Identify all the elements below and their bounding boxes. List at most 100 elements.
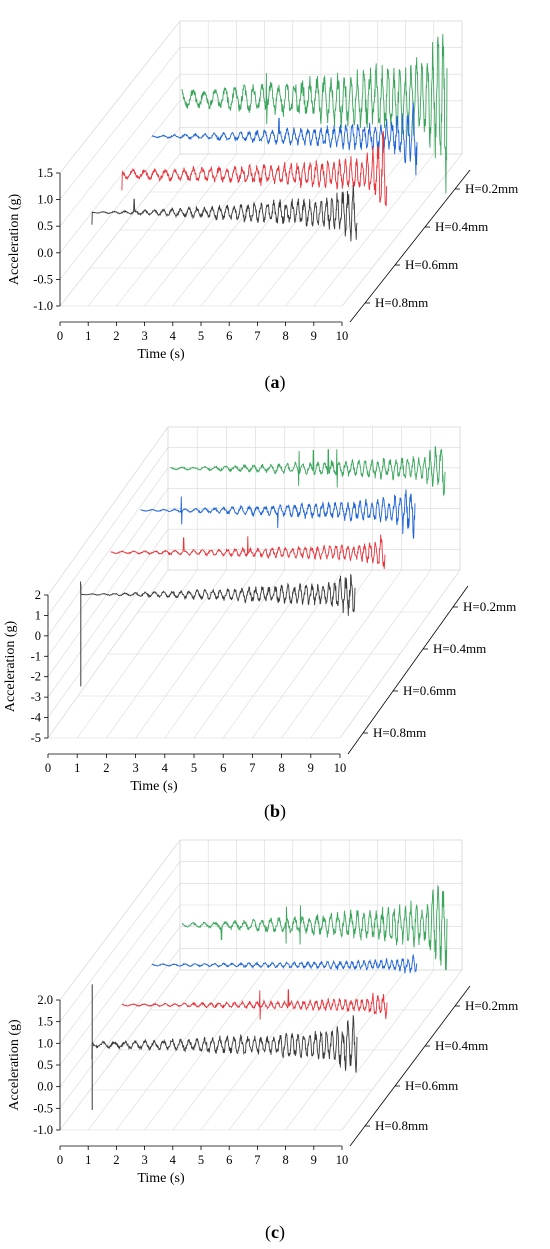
- y-tick-label: 1: [35, 608, 41, 622]
- x-tick-label: 1: [85, 329, 91, 343]
- x-tick-label: 3: [141, 329, 147, 343]
- depth-label: H=0.8mm: [373, 725, 426, 740]
- depth-label: H=0.6mm: [405, 1078, 458, 1093]
- x-tick-label: 5: [198, 1153, 204, 1167]
- x-tick-label: 0: [57, 1153, 63, 1167]
- axes-a: -1.0 -0.5 0.0 0.5 1.0 1.5 0 1 2 3 4 5 6 7 8 9 10 Time (s)…: [7, 166, 518, 362]
- y-axis-title: Acceleration (g): [7, 1019, 22, 1111]
- y-tick-label: 1.5: [37, 1015, 53, 1029]
- grid-a: [59, 20, 463, 307]
- series-line-c-0: [181, 884, 448, 971]
- y-tick-label: 2.0: [37, 993, 53, 1007]
- caption-b-letter: b: [269, 801, 280, 821]
- panel-a: -1.0 -0.5 0.0 0.5 1.0 1.5 0 1 2 3 4 5 6 7 8 9 10 Time (s)…: [0, 0, 550, 410]
- series-line-c-2: [121, 989, 388, 1020]
- series-line-a-0: [181, 34, 448, 194]
- y-tick-label: 0: [35, 629, 41, 643]
- series-b-1: [140, 489, 416, 539]
- y-tick-label: -0.5: [33, 1101, 53, 1115]
- y-axis-title: Acceleration (g): [7, 193, 22, 285]
- y-tick-label: -0.5: [33, 272, 53, 286]
- x-tick-label: 6: [226, 329, 232, 343]
- panel-c: -1.0 -0.5 0.0 0.5 1.0 1.5 2.0 0 1 2 3 4 5 6 7 8 9 10 Time …: [0, 830, 550, 1240]
- x-tick-label: 8: [282, 329, 288, 343]
- series-c-1: [151, 953, 418, 974]
- x-tick-label: 8: [278, 761, 284, 775]
- x-tick-label: 1: [74, 761, 80, 775]
- depth-label: H=0.6mm: [403, 683, 456, 698]
- chart-b: -5 -4 -3 -2 -1 0 1 2 0 1 2 3 4 5 6 7 8 9 10 Time (s) Acceler…: [3, 426, 516, 794]
- y-tick-label: -2: [31, 670, 41, 684]
- x-tick-label: 8: [282, 1153, 288, 1167]
- depth-label: H=0.8mm: [375, 1118, 428, 1133]
- series-b-2: [110, 534, 386, 570]
- y-tick-label: 0.5: [37, 219, 53, 233]
- series-c-3: [91, 984, 358, 1110]
- x-tick-label: 2: [113, 329, 119, 343]
- grid-c: [59, 839, 463, 1131]
- y-tick-label: 0.0: [37, 1080, 53, 1094]
- chart-c: -1.0 -0.5 0.0 0.5 1.0 1.5 2.0 0 1 2 3 4 5 6 7 8 9 10 Time …: [7, 839, 518, 1186]
- x-tick-label: 4: [170, 329, 177, 343]
- depth-label: H=0.4mm: [435, 219, 488, 234]
- y-tick-label: 0.5: [37, 1058, 53, 1072]
- caption-a: (a): [264, 372, 286, 392]
- x-tick-label: 6: [226, 1153, 232, 1167]
- x-tick-label: 1: [85, 1153, 91, 1167]
- x-tick-label: 2: [103, 761, 109, 775]
- depth-label: H=0.6mm: [405, 257, 458, 272]
- series-b-3: [80, 573, 356, 687]
- y-tick-label: -1.0: [33, 299, 53, 313]
- caption-a-letter: a: [270, 372, 280, 392]
- y-tick-label: 1.5: [37, 166, 53, 180]
- grid-b: [47, 426, 461, 739]
- series-line-a-2: [121, 130, 388, 207]
- series-a-3: [91, 185, 358, 242]
- x-tick-label: 4: [170, 1153, 177, 1167]
- x-tick-label: 4: [162, 761, 169, 775]
- x-tick-label: 0: [57, 329, 63, 343]
- depth-label: H=0.2mm: [465, 998, 518, 1013]
- x-tick-label: 7: [254, 1153, 260, 1167]
- x-tick-label: 0: [45, 761, 51, 775]
- series-c-2: [121, 989, 388, 1020]
- series-line-b-2: [110, 534, 386, 570]
- x-axis-title: Time (s): [137, 347, 185, 362]
- caption-c-letter: c: [271, 1222, 279, 1242]
- x-tick-label: 6: [220, 761, 226, 775]
- x-tick-label: 9: [308, 761, 314, 775]
- x-tick-label: 3: [132, 761, 138, 775]
- x-tick-label: 10: [334, 761, 347, 775]
- axes-c: -1.0 -0.5 0.0 0.5 1.0 1.5 2.0 0 1 2 3 4 5 6 7 8 9 10 Time …: [7, 985, 518, 1186]
- x-tick-label: 9: [311, 329, 317, 343]
- y-tick-label: -1: [31, 649, 41, 663]
- x-tick-label: 2: [113, 1153, 119, 1167]
- axes-b: -5 -4 -3 -2 -1 0 1 2 0 1 2 3 4 5 6 7 8 9 10 Time (s) Acceler…: [3, 585, 516, 794]
- caption-b: (b): [263, 801, 286, 821]
- depth-label: H=0.2mm: [465, 181, 518, 196]
- x-tick-label: 10: [336, 329, 349, 343]
- depth-label: H=0.4mm: [435, 1038, 488, 1053]
- series-a-0: [181, 34, 448, 194]
- y-tick-label: -1.0: [33, 1123, 53, 1137]
- y-tick-label: 1.0: [37, 193, 53, 207]
- x-axis-title: Time (s): [130, 779, 178, 794]
- panel-b: -5 -4 -3 -2 -1 0 1 2 0 1 2 3 4 5 6 7 8 9 10 Time (s) Acceler…: [0, 420, 550, 830]
- series-line-c-1: [151, 953, 418, 974]
- y-axis-title: Acceleration (g): [3, 620, 18, 712]
- series-line-a-3: [91, 185, 358, 242]
- y-tick-label: 0.0: [37, 246, 53, 260]
- x-tick-label: 7: [254, 329, 260, 343]
- chart-a: -1.0 -0.5 0.0 0.5 1.0 1.5 0 1 2 3 4 5 6 7 8 9 10 Time (s)…: [7, 20, 518, 362]
- series-line-b-0: [170, 445, 446, 497]
- x-axis-title: Time (s): [137, 1171, 185, 1186]
- series-c-0: [181, 884, 448, 971]
- x-tick-label: 7: [249, 761, 255, 775]
- y-tick-label: -4: [31, 711, 42, 725]
- y-tick-label: -5: [31, 731, 41, 745]
- y-tick-label: 2: [35, 588, 41, 602]
- y-tick-label: -3: [31, 690, 41, 704]
- series-b-0: [170, 445, 446, 497]
- depth-label: H=0.4mm: [433, 641, 486, 656]
- series-line-b-3: [80, 573, 356, 616]
